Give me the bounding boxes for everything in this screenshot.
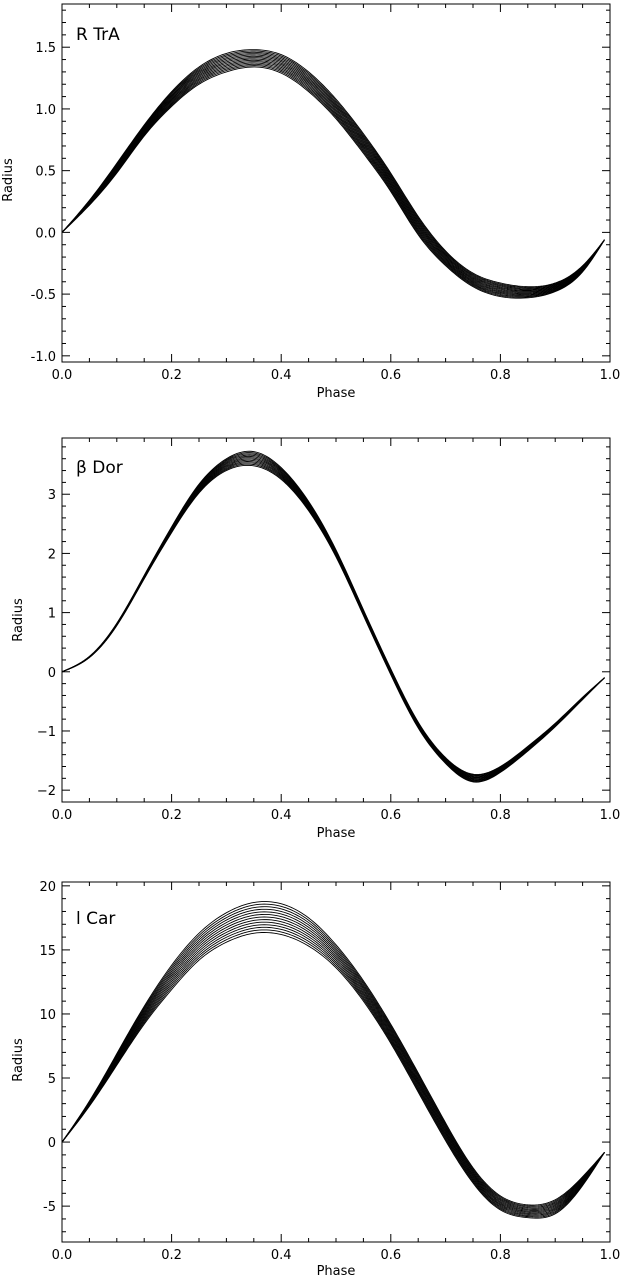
- series-line: [62, 903, 605, 1207]
- y-tick-label: 0.0: [35, 226, 56, 241]
- panel-title: l Car: [76, 909, 115, 929]
- series-line: [62, 906, 605, 1208]
- chart-panel-l-car: l Car Phase Radius 0.0 0.2 0.4 0.6 0.8 1.0 -5 0…: [11, 880, 620, 1278]
- x-axis-title: Phase: [317, 1264, 356, 1278]
- series-line: [62, 926, 605, 1217]
- series-group: [62, 450, 605, 783]
- x-tick-label: 0.8: [490, 1248, 511, 1263]
- x-tick-label: 0.2: [161, 368, 182, 383]
- series-line: [62, 450, 605, 775]
- x-axis-title: Phase: [317, 826, 356, 841]
- series-line: [62, 916, 605, 1213]
- y-tick-label: 1: [48, 607, 56, 622]
- chart-panel-beta-dor: β Dor Phase Radius 0.0 0.2 0.4 0.6 0.8 1.0 −2 −…: [11, 437, 621, 841]
- y-tick-label: -5: [43, 1200, 56, 1215]
- y-tick-label: 0.5: [35, 165, 56, 180]
- x-tick-label: 0.6: [380, 368, 401, 383]
- series-line: [62, 458, 605, 780]
- x-tick-label: 0.4: [271, 1248, 292, 1263]
- chart-panel-r-tra: R TrA Phase Radius 0.0 0.2 0.4 0.6 0.8 1.0 -1.…: [1, 3, 621, 401]
- series-line: [62, 929, 605, 1218]
- series-line: [62, 919, 605, 1214]
- x-tick-label: 0.6: [380, 1248, 401, 1263]
- series-line: [62, 911, 605, 1210]
- y-tick-label: 0: [48, 666, 56, 681]
- y-tick-label: 10: [39, 1008, 56, 1023]
- panel-title: R TrA: [76, 25, 120, 45]
- series-line: [62, 53, 605, 290]
- series-group: [62, 49, 605, 299]
- x-axis-title: Phase: [317, 386, 356, 401]
- series-line: [62, 452, 605, 776]
- series-line: [62, 51, 605, 289]
- series-line: [62, 453, 605, 777]
- x-tick-label: 0.0: [52, 1248, 73, 1263]
- y-axis-title: Radius: [11, 598, 26, 642]
- y-tick-label: 1.5: [35, 41, 56, 56]
- x-tick-label: 0.2: [161, 1248, 182, 1263]
- x-tick-label: 1.0: [600, 1248, 621, 1263]
- series-line: [62, 901, 605, 1206]
- series-line: [62, 66, 605, 299]
- y-axis-title: Radius: [11, 1038, 26, 1082]
- series-line: [62, 462, 605, 782]
- x-tick-label: 0.0: [52, 808, 73, 823]
- x-tick-label: 0.8: [490, 808, 511, 823]
- series-line: [62, 55, 605, 292]
- series-line: [62, 463, 605, 782]
- y-tick-label: 20: [39, 880, 56, 895]
- series-line: [62, 454, 605, 778]
- x-tick-label: 1.0: [600, 808, 621, 823]
- y-tick-label: -1.0: [31, 350, 56, 365]
- series-line: [62, 58, 605, 294]
- series-line: [62, 62, 605, 296]
- series-line: [62, 459, 605, 780]
- x-tick-label: 0.0: [52, 368, 73, 383]
- x-tick-label: 0.4: [271, 808, 292, 823]
- y-tick-label: 0: [48, 1136, 56, 1151]
- series-line: [62, 49, 605, 288]
- series-line: [62, 924, 605, 1216]
- series-line: [62, 464, 605, 783]
- series-line: [62, 455, 605, 778]
- series-line: [62, 54, 605, 291]
- y-axis-title: Radius: [1, 158, 16, 202]
- series-line: [62, 50, 605, 289]
- plot-frame: [61, 881, 611, 1243]
- series-line: [62, 63, 605, 297]
- y-tick-label: −1: [37, 725, 56, 740]
- x-tick-label: 0.8: [490, 368, 511, 383]
- series-line: [62, 932, 605, 1219]
- series-line: [62, 57, 605, 293]
- series-line: [62, 913, 605, 1211]
- series-line: [62, 908, 605, 1209]
- x-tick-label: 0.2: [161, 808, 182, 823]
- y-tick-label: 1.0: [35, 103, 56, 118]
- plot-frame: [61, 3, 611, 363]
- y-tick-label: 3: [48, 488, 56, 503]
- x-tick-label: 1.0: [600, 368, 621, 383]
- y-tick-label: 2: [48, 547, 56, 562]
- x-tick-label: 0.4: [271, 368, 292, 383]
- series-line: [62, 65, 605, 298]
- series-line: [62, 461, 605, 781]
- x-tick-label: 0.6: [380, 808, 401, 823]
- series-line: [62, 59, 605, 295]
- series-line: [62, 457, 605, 779]
- y-tick-label: 5: [48, 1072, 56, 1087]
- panel-title: β Dor: [76, 458, 123, 478]
- y-tick-label: 15: [39, 944, 56, 959]
- series-group: [62, 901, 605, 1219]
- series-line: [62, 61, 605, 295]
- y-tick-label: −2: [37, 784, 56, 799]
- series-line: [62, 921, 605, 1215]
- y-tick-label: -0.5: [31, 288, 56, 303]
